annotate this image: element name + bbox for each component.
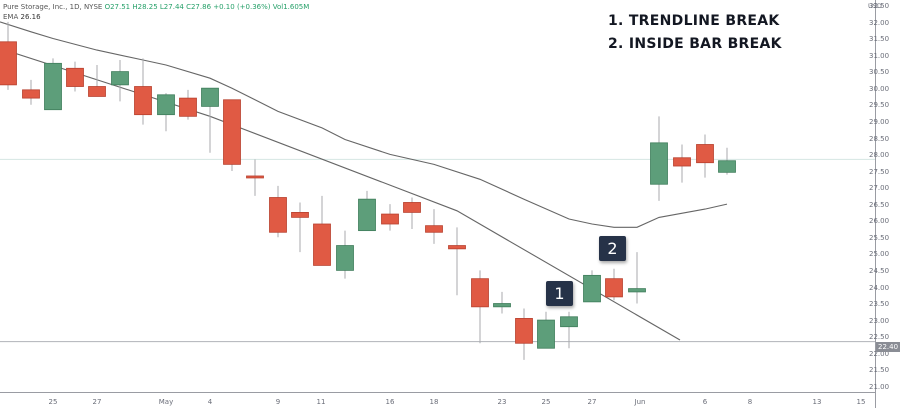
candle[interactable] [22, 79, 40, 105]
price-tick-label: 27.50 [869, 167, 890, 176]
candle[interactable] [650, 116, 668, 201]
open-value: O27.51 [104, 3, 131, 11]
candle[interactable] [134, 58, 152, 125]
candle[interactable] [157, 93, 175, 132]
price-tick-label: 23.50 [869, 300, 890, 309]
date-tick-label: 27 [92, 398, 102, 406]
candle[interactable] [560, 311, 578, 349]
candle[interactable] [0, 21, 17, 90]
date-tick-label: 6 [702, 398, 708, 406]
volume-value: Vol1.605M [272, 3, 310, 11]
price-tick-label: 28.50 [869, 134, 890, 143]
price-tick-label: 32.00 [869, 18, 890, 27]
low-value: L27.44 [159, 3, 184, 11]
currency-label: USD [868, 2, 882, 10]
price-tick-label: 31.00 [869, 51, 890, 60]
annotation-text: 1. TRENDLINE BREAK 2. INSIDE BAR BREAK [608, 10, 782, 56]
price-tick-label: 24.00 [869, 283, 890, 292]
candle[interactable] [246, 159, 264, 196]
price-tick-label: 25.00 [869, 250, 890, 259]
price-tag: 22.40 [876, 342, 900, 352]
ema-value: 26.16 [20, 13, 41, 21]
change-value: +0.10 (+0.36%) [213, 3, 271, 11]
candle[interactable] [425, 209, 443, 244]
price-tick-label: 28.00 [869, 151, 890, 160]
candle[interactable] [493, 291, 511, 314]
candle[interactable] [44, 58, 62, 111]
candle[interactable] [471, 270, 489, 344]
price-tick-label: 24.50 [869, 267, 890, 276]
date-tick-label: 23 [497, 398, 507, 406]
candle[interactable] [583, 270, 601, 303]
high-value: H28.25 [132, 3, 158, 11]
candle[interactable] [66, 61, 84, 92]
candle[interactable] [448, 227, 466, 296]
candle[interactable] [515, 308, 533, 360]
candle[interactable] [88, 64, 106, 97]
price-tick-label: 26.00 [869, 217, 890, 226]
marker-inside-bar-break: 2 [599, 236, 626, 261]
price-tick-label: 22.00 [869, 349, 890, 358]
date-tick-label: Jun [634, 398, 646, 406]
price-tick-label: 32.50 [869, 2, 890, 10]
price-tick-label: 21.00 [869, 383, 890, 391]
price-tick-label: 31.50 [869, 35, 890, 44]
ema-label: EMA [3, 13, 19, 21]
price-tick-label: 27.00 [869, 184, 890, 193]
price-tick-label: 30.50 [869, 68, 890, 77]
date-tick-label: 25 [541, 398, 551, 406]
date-tick-label: 15 [856, 398, 866, 406]
candle[interactable] [628, 252, 646, 304]
ema-row: EMA 26.16 [3, 12, 309, 22]
candle[interactable] [696, 134, 714, 178]
price-tick-label: 21.50 [869, 366, 890, 375]
date-tick-label: 13 [812, 398, 822, 406]
ohlc-row: Pure Storage, Inc., 1D, NYSE O27.51 H28.… [3, 2, 309, 12]
date-tick-label: 9 [275, 398, 281, 406]
candle[interactable] [673, 144, 691, 183]
date-tick-label: 8 [747, 398, 753, 406]
price-tick-label: 29.00 [869, 117, 890, 126]
date-tick-label: 4 [207, 398, 213, 406]
price-tick-label: 26.50 [869, 200, 890, 209]
price-tick-label: 22.50 [869, 333, 890, 342]
candle[interactable] [718, 147, 736, 175]
candle[interactable] [537, 311, 555, 349]
candle[interactable] [313, 195, 331, 266]
date-tick-label: May [158, 398, 174, 406]
date-tick-label: 18 [429, 398, 439, 406]
date-tick-label: 11 [316, 398, 326, 406]
candle[interactable] [291, 202, 309, 253]
price-tick-label: 25.50 [869, 233, 890, 242]
candle[interactable] [179, 89, 197, 120]
candle[interactable] [223, 99, 241, 171]
price-tick-label: 23.00 [869, 316, 890, 325]
date-tick-label: 16 [385, 398, 395, 406]
candle[interactable] [605, 268, 623, 301]
symbol-name: Pure Storage, Inc., 1D, NYSE [3, 3, 103, 11]
annotation-line-1: 1. TRENDLINE BREAK [608, 13, 780, 29]
date-tick-label: 27 [587, 398, 597, 406]
candle[interactable] [111, 60, 129, 102]
annotation-line-2: 2. INSIDE BAR BREAK [608, 36, 782, 52]
candle[interactable] [403, 197, 421, 229]
candle[interactable] [269, 185, 287, 238]
date-tick-label: 25 [48, 398, 58, 406]
candle[interactable] [201, 87, 219, 153]
candle[interactable] [381, 204, 399, 231]
candle[interactable] [336, 230, 354, 279]
close-value: C27.86 [186, 3, 212, 11]
marker-trendline-break: 1 [546, 281, 573, 306]
candle[interactable] [358, 190, 376, 232]
symbol-legend: Pure Storage, Inc., 1D, NYSE O27.51 H28.… [3, 2, 309, 22]
price-tick-label: 30.00 [869, 84, 890, 93]
price-tick-label: 29.50 [869, 101, 890, 110]
